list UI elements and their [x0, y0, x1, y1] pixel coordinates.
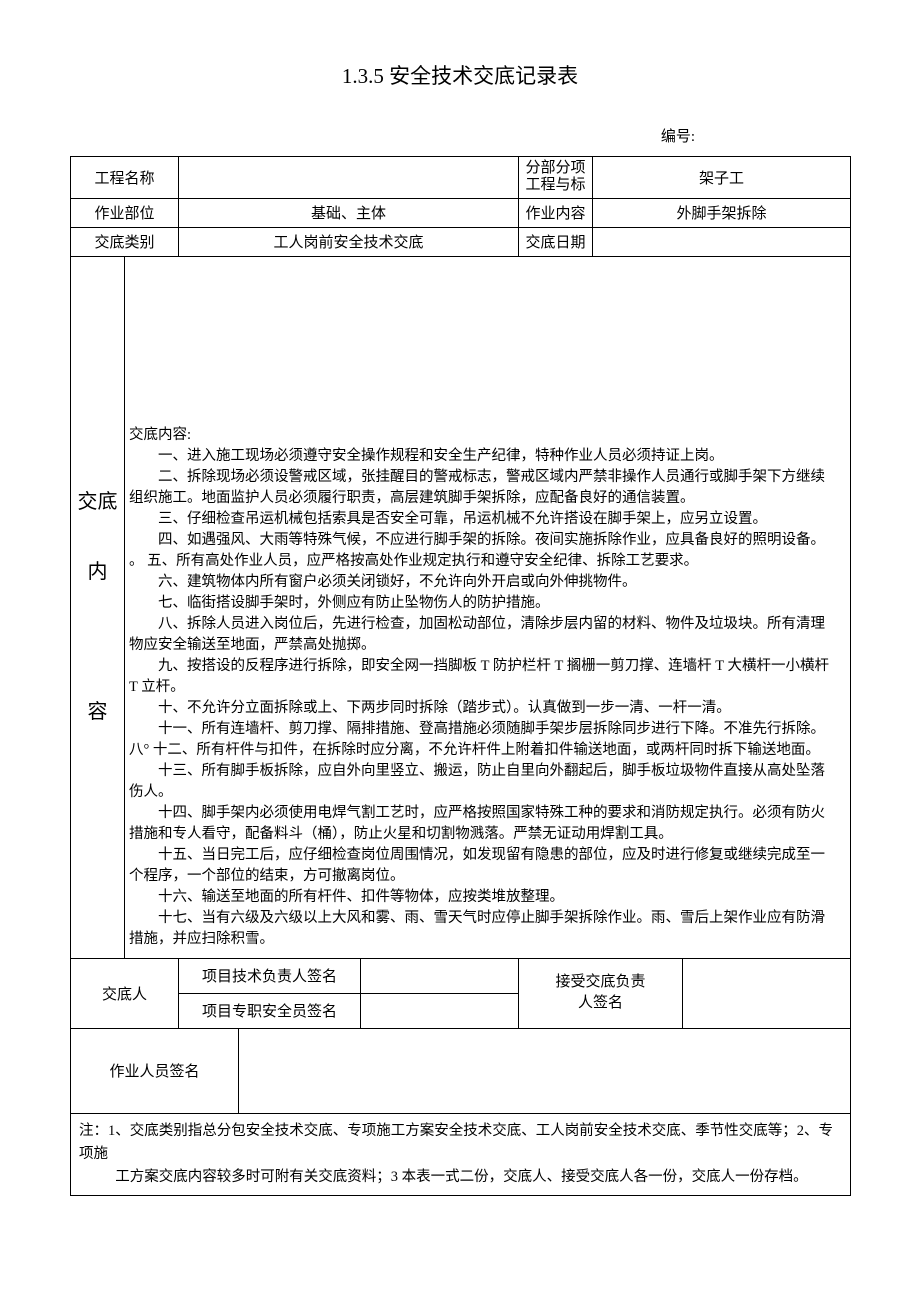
content-p11: 十一、所有连墙杆、剪刀撑、隔排措施、登高措施必须随脚手架步层拆除同步进行下降。不… [129, 719, 846, 740]
value-tech-leader-sig [361, 958, 519, 993]
label-work-content: 作业内容 [519, 198, 593, 227]
label-subproject: 分部分项工程与标 [519, 157, 593, 199]
content-p6: 六、建筑物体内所有窗户必须关闭锁好，不允许向外开启或向外伸挑物件。 [129, 572, 846, 593]
value-briefing-type: 工人岗前安全技术交底 [179, 227, 519, 256]
content-p14: 十四、脚手架内必须使用电焊气割工艺时，应严格按照国家特殊工种的要求和消防规定执行… [129, 803, 846, 845]
label-jiaodiren: 交底人 [71, 958, 179, 1028]
content-label: 交底内容 [71, 256, 125, 958]
value-subproject: 架子工 [593, 157, 851, 199]
header-row-3: 交底类别 工人岗前安全技术交底 交底日期 [71, 227, 851, 256]
value-worker-sig [239, 1028, 851, 1113]
content-p7: 七、临街搭设脚手架时，外侧应有防止坠物伤人的防护措施。 [129, 593, 846, 614]
content-p17: 十七、当有六级及六级以上大风和雾、雨、雪天气时应停止脚手架拆除作业。雨、雪后上架… [129, 908, 846, 950]
main-table: 工程名称 分部分项工程与标 架子工 作业部位 基础、主体 作业内容 外脚手架拆除… [70, 156, 851, 1196]
content-p3: 三、仔细检查吊运机械包括索具是否安全可靠，吊运机械不允许搭设在脚手架上，应另立设… [129, 509, 846, 530]
content-body: 交底内容: 一、进入施工现场必须遵守安全操作规程和安全生产纪律，特种作业人员必须… [129, 425, 846, 950]
label-worker-sig: 作业人员签名 [71, 1028, 239, 1113]
content-heading: 交底内容: [129, 425, 846, 446]
label-project-name: 工程名称 [71, 157, 179, 199]
content-p9: 九、按搭设的反程序进行拆除，即安全网一挡脚板 T 防护栏杆 T 搁栅一剪刀撑、连… [129, 656, 846, 698]
content-row: 交底内容 交底内容: 一、进入施工现场必须遵守安全操作规程和安全生产纪律，特种作… [71, 256, 851, 958]
label-tech-leader-sig: 项目技术负责人签名 [179, 958, 361, 993]
content-label-text: 交底内容 [78, 491, 118, 723]
note-row: 注：1、交底类别指总分包安全技术交底、专项施工方案安全技术交底、工人岗前安全技术… [71, 1113, 851, 1196]
header-row-1: 工程名称 分部分项工程与标 架子工 [71, 157, 851, 199]
header-row-2: 作业部位 基础、主体 作业内容 外脚手架拆除 [71, 198, 851, 227]
note-cell: 注：1、交底类别指总分包安全技术交底、专项施工方案安全技术交底、工人岗前安全技术… [71, 1113, 851, 1196]
content-body-cell: 交底内容: 一、进入施工现场必须遵守安全操作规程和安全生产纪律，特种作业人员必须… [125, 256, 851, 958]
content-p15: 十五、当日完工后，应仔细检查岗位周围情况，如发现留有隐患的部位，应及时进行修复或… [129, 845, 846, 887]
label-work-location: 作业部位 [71, 198, 179, 227]
value-work-location: 基础、主体 [179, 198, 519, 227]
label-safety-officer-sig: 项目专职安全员签名 [179, 993, 361, 1028]
content-p2: 二、拆除现场必须设警戒区域，张挂醒目的警戒标志，警戒区域内严禁非操作人员通行或脚… [129, 467, 846, 509]
content-p4: 四、如遇强风、大雨等特殊气候，不应进行脚手架的拆除。夜间实施拆除作业，应具备良好… [129, 530, 846, 551]
content-p1: 一、进入施工现场必须遵守安全操作规程和安全生产纪律，特种作业人员必须持证上岗。 [129, 446, 846, 467]
content-p5: 。 五、所有高处作业人员，应严格按高处作业规定执行和遵守安全纪律、拆除工艺要求。 [129, 551, 846, 572]
document-number-label: 编号: [70, 125, 850, 146]
value-receiver-sig [683, 958, 851, 1028]
content-p8: 八、拆除人员进入岗位后，先进行检查，加固松动部位，清除步层内留的材料、物件及垃圾… [129, 614, 846, 656]
label-briefing-date: 交底日期 [519, 227, 593, 256]
worker-signature-row: 作业人员签名 [71, 1028, 851, 1113]
value-project-name [179, 157, 519, 199]
value-briefing-date [593, 227, 851, 256]
content-p10: 十、不允许分立面拆除或上、下两步同时拆除（踏步式）。认真做到一步一清、一杆一清。 [129, 698, 846, 719]
note-line2: 工方案交底内容较多时可附有关交底资料；3 本表一式二份，交底人、接受交底人各一份… [79, 1166, 842, 1189]
content-p16: 十六、输送至地面的所有杆件、扣件等物体，应按类堆放整理。 [129, 887, 846, 908]
note-line1: 注：1、交底类别指总分包安全技术交底、专项施工方案安全技术交底、工人岗前安全技术… [79, 1123, 833, 1162]
label-briefing-type: 交底类别 [71, 227, 179, 256]
signature-row-1: 交底人 项目技术负责人签名 接受交底负责人签名 [71, 958, 851, 993]
content-p12: 八° 十二、所有杆件与扣件，在拆除时应分离，不允许杆件上附着扣件输送地面，或两杆… [129, 740, 846, 761]
value-work-content: 外脚手架拆除 [593, 198, 851, 227]
document-title: 1.3.5 安全技术交底记录表 [70, 60, 850, 90]
content-p13: 十三、所有脚手板拆除，应自外向里竖立、搬运，防止自里向外翻起后，脚手板垃圾物件直… [129, 761, 846, 803]
value-safety-officer-sig [361, 993, 519, 1028]
label-receiver-sig: 接受交底负责人签名 [519, 958, 683, 1028]
